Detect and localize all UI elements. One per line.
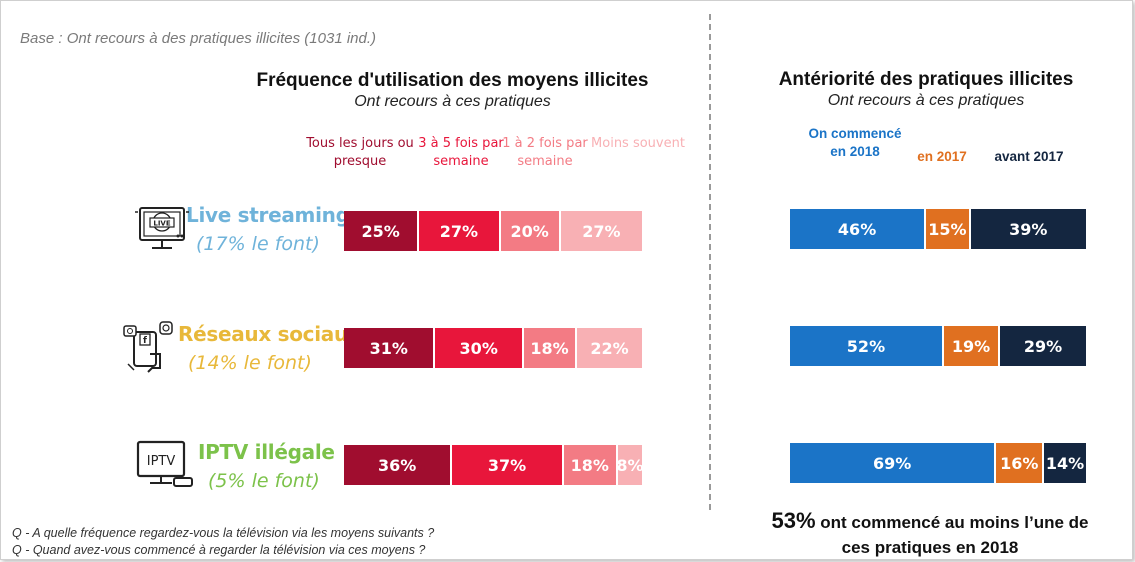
legend-entry: 1 à 2 fois par semaine [500, 135, 590, 171]
stacked-bar-row: 31% 30% 18% 22% [344, 328, 642, 368]
legend-entry-line: 3 à 5 fois par [418, 136, 504, 151]
row-share: (17% le font) [196, 233, 320, 255]
conclusion-percent: 53% [771, 508, 816, 533]
conclusion-line1: ont commencé au moins l’une de [815, 513, 1089, 532]
question-note-2: Q - Quand avez-vous commencé à regarder … [12, 543, 426, 557]
question-note-1: Q - A quelle fréquence regardez-vous la … [12, 526, 435, 540]
legend-entry: Moins souvent [588, 135, 688, 153]
section-divider [709, 14, 711, 510]
legend-entry: en 2017 [908, 148, 976, 166]
freq-chart-title: Fréquence d'utilisation des moyens illic… [256, 70, 649, 91]
bar-segment: 69% [790, 443, 997, 483]
iptv-tv-icon: IPTV [136, 440, 193, 487]
legend-entry-line: en 2018 [830, 144, 880, 159]
row-share: (5% le font) [208, 470, 320, 492]
stacked-bar-row: 52% 19% 29% [790, 326, 1086, 366]
social-phone-icon: f [123, 321, 173, 373]
base-note: Base : Ont recours à des pratiques illic… [20, 30, 377, 47]
legend-entry: On commencé en 2018 [800, 125, 910, 161]
live-tv-icon: LIVE [135, 207, 189, 249]
row-name: Réseaux sociaux [178, 322, 361, 346]
bar-segment: 15% [926, 209, 971, 249]
bar-segment: 36% [344, 445, 453, 485]
bar-segment: 30% [435, 328, 524, 368]
bar-segment: 16% [996, 443, 1045, 483]
row-label-iptv-illegale: IPTV illégale (5% le font) [198, 440, 335, 492]
legend-entry-line: presque [333, 154, 387, 169]
stacked-bar-row: 69% 16% 14% [790, 443, 1086, 483]
svg-text:LIVE: LIVE [153, 220, 170, 228]
stacked-bar-row: 46% 15% 39% [790, 209, 1086, 249]
ant-chart-title: Antériorité des pratiques illicites [778, 69, 1074, 90]
legend-entry-line: semaine [433, 154, 489, 169]
bar-segment: 25% [344, 211, 420, 251]
bar-segment: 14% [1044, 443, 1086, 483]
bar-segment: 19% [943, 326, 1001, 366]
row-name: IPTV illégale [198, 440, 335, 464]
row-label-live-streaming: Live streaming (17% le font) [186, 203, 350, 255]
legend-entry-line: 1 à 2 fois par [502, 136, 588, 151]
bar-segment: 18% [523, 328, 578, 368]
bar-segment: 29% [1000, 326, 1086, 366]
svg-text:IPTV: IPTV [147, 454, 176, 469]
bar-segment: 27% [419, 211, 501, 251]
bar-segment: 20% [500, 211, 561, 251]
bar-segment: 52% [790, 326, 944, 366]
bar-segment: 39% [970, 209, 1086, 249]
row-share: (14% le font) [188, 352, 312, 374]
legend-entry: 3 à 5 fois par semaine [415, 135, 507, 171]
legend-entry-line: en 2017 [917, 149, 967, 164]
bar-segment: 31% [344, 328, 436, 368]
row-label-reseaux-sociaux: Réseaux sociaux (14% le font) [178, 322, 361, 374]
legend-entry-line: Tous les jours ou [306, 136, 414, 151]
bar-segment: 18% [563, 445, 618, 485]
conclusion-line2: ces pratiques en 2018 [841, 538, 1019, 557]
conclusion: 53% ont commencé au moins l’une de ces p… [745, 508, 1115, 560]
legend-entry: Tous les jours ou presque [305, 135, 415, 171]
stacked-bar-row: 36% 37% 18% 8% [344, 445, 642, 485]
bar-segment: 46% [790, 209, 927, 249]
legend-entry-line: semaine [517, 154, 573, 169]
legend-entry-line: On commencé [808, 126, 902, 141]
ant-chart-subtitle: Ont recours à ces pratiques [827, 92, 1025, 109]
stacked-bar-row: 25% 27% 20% 27% [344, 211, 642, 251]
legend-entry-line: avant 2017 [994, 149, 1064, 164]
row-name: Live streaming [186, 203, 350, 227]
svg-text:f: f [143, 336, 147, 346]
bar-segment: 8% [617, 445, 642, 485]
legend-entry-line: Moins souvent [591, 136, 685, 151]
bar-segment: 27% [560, 211, 642, 251]
freq-chart-subtitle: Ont recours à ces pratiques [354, 93, 551, 110]
bar-segment: 37% [452, 445, 564, 485]
bar-segment: 22% [577, 328, 642, 368]
legend-entry: avant 2017 [984, 148, 1074, 166]
